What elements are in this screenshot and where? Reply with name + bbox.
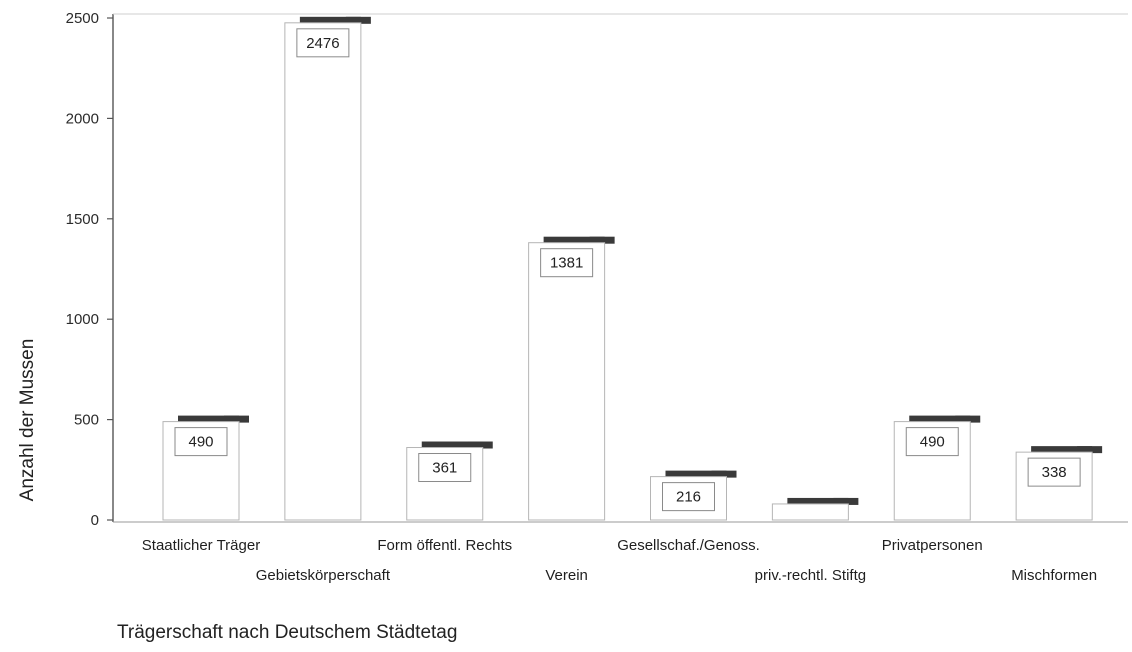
data-label-box	[174, 427, 228, 457]
x-axis-title: Trägerschaft nach Deutschem Städtetag	[117, 622, 457, 643]
category-label: Gebietskörperschaft	[256, 567, 391, 584]
category-label: Form öffentl. Rechts	[377, 537, 512, 554]
y-tick-label: 2500	[66, 10, 99, 27]
category-label: Staatlicher Träger	[142, 537, 260, 554]
y-tick-label: 2000	[66, 110, 99, 127]
y-tick-label: 1000	[66, 311, 99, 328]
bar-shadow-top	[1031, 446, 1103, 454]
bar-shadow-top	[178, 415, 249, 423]
y-tick-label: 0	[91, 512, 99, 529]
category-label: Gesellschaf./Genoss.	[617, 537, 760, 554]
data-label: 361	[432, 460, 457, 477]
bar	[528, 242, 606, 521]
bar-shadow-top	[787, 497, 859, 505]
bar	[771, 503, 849, 521]
data-label-box	[662, 482, 715, 512]
y-axis-title: Anzahl der Mussen	[17, 339, 38, 502]
bar	[284, 22, 362, 521]
data-label: 2476	[306, 35, 339, 52]
category-label: priv.-rechtl. Stiftg	[755, 567, 866, 584]
bar-shadow-top	[543, 236, 615, 244]
data-label-box	[1027, 457, 1081, 487]
data-label: 490	[920, 434, 945, 451]
bar-shadow-top	[299, 16, 371, 24]
data-label-box	[540, 248, 594, 278]
bar-shadow-top	[421, 441, 493, 449]
category-label: Privatpersonen	[882, 537, 983, 554]
data-labels: 490 2476 361 1381 216 490 338	[174, 28, 1081, 512]
data-label: 216	[676, 489, 701, 506]
category-label: Mischformen	[1011, 567, 1097, 584]
category-labels: Staatlicher Träger Gebietskörperschaft For…	[142, 537, 1097, 584]
data-label: 338	[1042, 464, 1067, 481]
data-label: 490	[188, 434, 213, 451]
data-label-box	[296, 28, 350, 58]
bar-shadow-top	[665, 470, 737, 478]
axes: 0 500 1000 1500 2000 2500	[66, 10, 1128, 529]
data-label-box	[905, 427, 959, 457]
bars	[162, 16, 1103, 521]
category-label: Verein	[545, 567, 588, 584]
y-tick-label: 500	[74, 412, 99, 429]
data-label: 1381	[550, 255, 583, 272]
data-label-box	[418, 453, 472, 483]
bar-shadow-top	[909, 415, 981, 423]
y-tick-label: 1500	[66, 211, 99, 228]
